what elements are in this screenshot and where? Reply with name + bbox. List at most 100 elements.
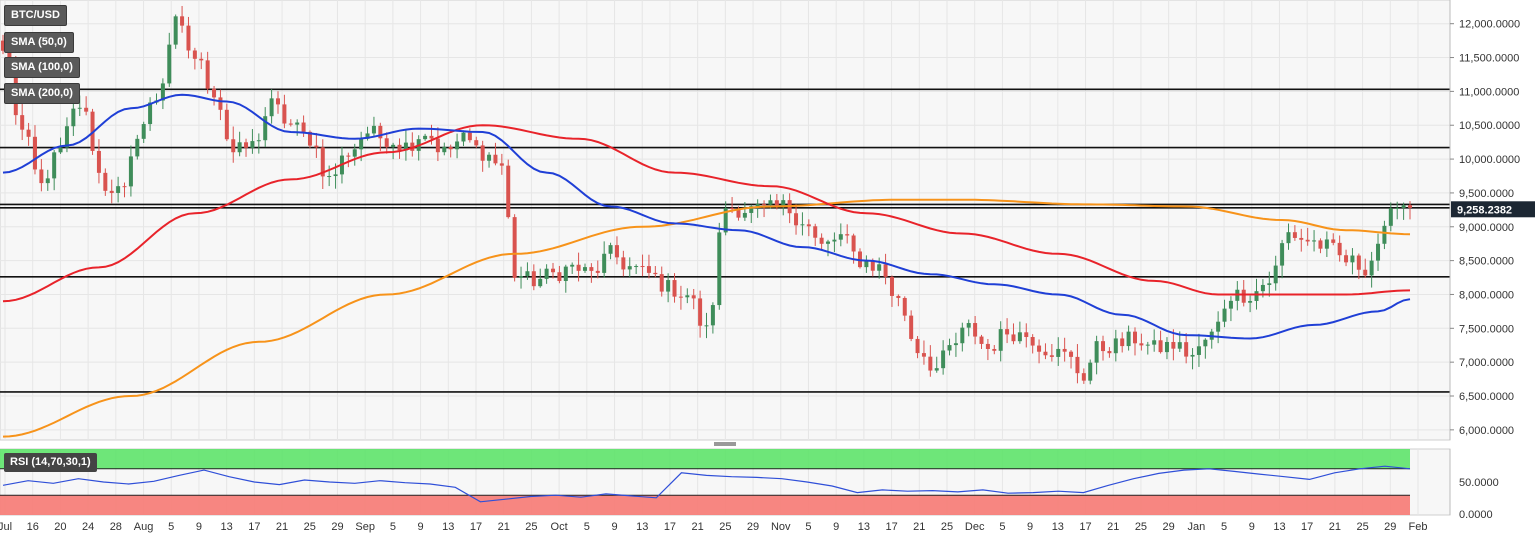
- candle-body: [838, 234, 843, 240]
- candle-body: [288, 123, 293, 125]
- candle-body: [1273, 265, 1278, 284]
- date-tick-label: 17: [1079, 521, 1091, 533]
- date-tick-label: Dec: [965, 521, 985, 533]
- candle-body: [563, 266, 568, 282]
- candle-body: [109, 190, 114, 193]
- candle-body: [205, 60, 210, 89]
- candle-body: [359, 138, 364, 150]
- rsi-label[interactable]: RSI (14,70,30,1): [4, 453, 97, 472]
- candle-body: [806, 224, 811, 227]
- candle-body: [1408, 205, 1412, 208]
- date-tick-label: 21: [498, 521, 510, 533]
- candle-body: [557, 272, 562, 282]
- candle-body: [1177, 342, 1182, 349]
- candle-body: [531, 271, 536, 287]
- candle-body: [1005, 329, 1010, 335]
- date-tick-label: 24: [82, 521, 94, 533]
- date-tick-label: 9: [1027, 521, 1033, 533]
- sma100-line: [2, 124, 1411, 303]
- candle-body: [915, 338, 920, 354]
- date-tick-label: 5: [168, 521, 174, 533]
- date-tick-label: 28: [110, 521, 122, 533]
- candle-body: [1254, 291, 1259, 301]
- candle-body: [231, 139, 236, 153]
- candle-body: [1222, 308, 1227, 322]
- date-tick-label: 5: [1221, 521, 1227, 533]
- candle-body: [992, 348, 997, 351]
- price-tick-label: 8,000.0000: [1459, 289, 1514, 301]
- candle-body: [755, 204, 760, 207]
- candle-body: [998, 329, 1003, 351]
- date-tick-label: 9: [833, 521, 839, 533]
- date-tick-label: 25: [941, 521, 953, 533]
- rsi-tick-label: 50.0000: [1459, 477, 1499, 489]
- candle-body: [1337, 242, 1342, 256]
- symbol-label[interactable]: BTC/USD: [4, 5, 67, 26]
- price-tick-label: 9,500.0000: [1459, 188, 1514, 200]
- date-tick-label: 17: [885, 521, 897, 533]
- date-tick-label: 13: [1273, 521, 1285, 533]
- candle-body: [1356, 255, 1361, 270]
- candle-body: [1158, 340, 1163, 353]
- candle-body: [1248, 300, 1253, 303]
- date-tick-label: 13: [858, 521, 870, 533]
- candle-body: [985, 343, 990, 349]
- candle-body: [902, 297, 907, 316]
- candle-body: [934, 368, 939, 371]
- date-tick-label: Nov: [771, 521, 791, 533]
- candle-body: [1126, 331, 1131, 347]
- candle-body: [826, 241, 831, 244]
- candle-body: [698, 298, 703, 326]
- candle-body: [525, 271, 530, 277]
- price-tick-label: 7,000.0000: [1459, 357, 1514, 369]
- candle-body: [39, 169, 44, 184]
- sma50-label[interactable]: SMA (50,0): [4, 32, 74, 53]
- date-tick-label: 9: [418, 521, 424, 533]
- candle-body: [135, 138, 140, 157]
- candle-body: [1145, 344, 1150, 346]
- candle-body: [96, 150, 101, 173]
- candle-body: [519, 276, 524, 278]
- candle-body: [640, 266, 645, 268]
- candle-body: [192, 50, 197, 59]
- candle-body: [966, 323, 971, 328]
- candle-body: [1152, 340, 1157, 345]
- candle-body: [717, 232, 722, 306]
- candle-body: [506, 165, 511, 218]
- candle-body: [1107, 351, 1112, 354]
- candle-body: [710, 305, 715, 326]
- candle-body: [487, 154, 492, 161]
- candle-body: [410, 142, 415, 151]
- candle-body: [1011, 334, 1016, 342]
- last-price-label: 9,258.2382: [1457, 204, 1512, 216]
- date-tick-label: 21: [692, 521, 704, 533]
- candle-body: [1305, 239, 1310, 242]
- candle-body: [1049, 355, 1054, 357]
- candle-body: [371, 125, 376, 134]
- sma100-label[interactable]: SMA (100,0): [4, 57, 80, 78]
- date-tick-label: 29: [331, 521, 343, 533]
- candle-body: [493, 154, 498, 164]
- candle-body: [883, 264, 888, 277]
- candle-body: [128, 156, 133, 187]
- candle-body: [224, 109, 229, 140]
- candle-body: [653, 272, 658, 275]
- candle-body: [845, 234, 850, 236]
- candle-body: [84, 107, 89, 112]
- candle-body: [870, 261, 875, 271]
- date-tick-label: 25: [1356, 521, 1368, 533]
- date-tick-label: 5: [999, 521, 1005, 533]
- price-tick-label: 7,500.0000: [1459, 323, 1514, 335]
- candle-body: [1094, 341, 1099, 363]
- candle-body: [921, 353, 926, 357]
- date-tick-label: 5: [390, 521, 396, 533]
- candle-body: [1139, 343, 1144, 346]
- price-tick-label: 10,000.0000: [1459, 154, 1520, 166]
- candle-body: [960, 327, 965, 344]
- candle-body: [218, 97, 223, 110]
- sma200-label[interactable]: SMA (200,0): [4, 83, 80, 104]
- candle-body: [58, 147, 63, 153]
- candle-body: [71, 108, 76, 127]
